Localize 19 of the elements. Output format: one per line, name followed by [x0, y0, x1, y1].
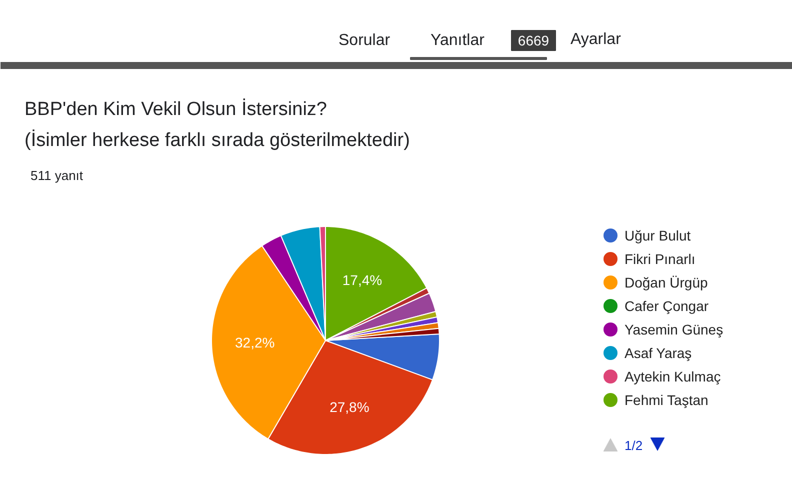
text: Yanıtlar: [430, 32, 486, 49]
legend-label: Uğur Bulut: [624, 228, 691, 244]
legend-label: Fehmi Taştan: [624, 392, 708, 408]
legend-label: Yasemin Güneş: [624, 322, 724, 338]
legend-label: Cafer Çongar: [624, 298, 709, 314]
text: 6669: [518, 32, 550, 48]
legend-label: Asaf Yaraş: [624, 345, 692, 361]
text: Sorular: [338, 32, 391, 49]
legend-label: Aytekin Kulmaç: [624, 368, 721, 384]
legend-label: Fikri Pınarlı: [624, 251, 696, 267]
text: 511 yanıt: [30, 168, 84, 183]
data-label: 27,8%: [330, 399, 370, 415]
chart-subtitle: (İsimler herkese farklı sırada gösterilmektedir): [24, 129, 410, 151]
data-label: 32,2%: [235, 334, 275, 351]
text: 1/2: [624, 438, 643, 453]
legend-label: Doğan Ürgüp: [624, 274, 708, 290]
text: Ayarlar: [570, 31, 622, 48]
data-label: 17,4%: [342, 272, 382, 288]
chart-title: BBP'den Kim Vekil Olsun İstersiniz?: [24, 98, 327, 120]
